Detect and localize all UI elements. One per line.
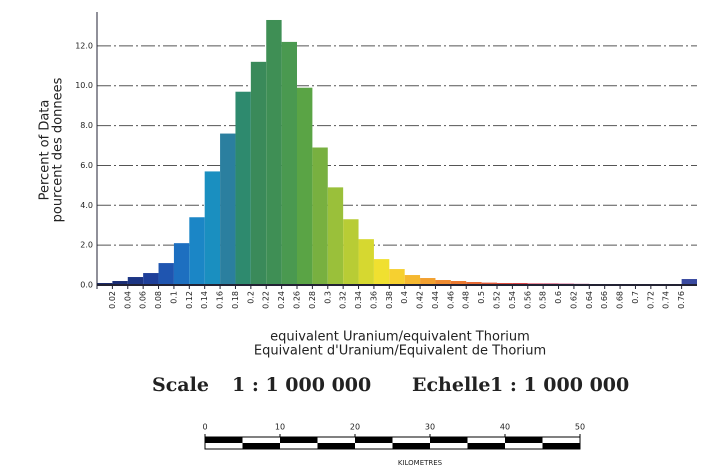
x-tick-label: 0.32 — [339, 291, 348, 309]
x-tick-label: 0.04 — [123, 291, 132, 309]
x-tick-label: 0.38 — [385, 291, 394, 309]
y-label: Percent of Data pourcent des donnees — [38, 77, 66, 222]
scale-bar-segment — [505, 437, 543, 443]
x-tick-label: 0.06 — [139, 291, 148, 309]
scale-tick-label: 10 — [275, 423, 285, 432]
bar — [466, 282, 482, 285]
x-tick-label: 0.76 — [677, 291, 686, 309]
x-tick-label: 0.02 — [108, 291, 117, 309]
x-tick-label: 0.7 — [631, 291, 640, 304]
x-tick-label: 0.62 — [569, 291, 578, 309]
x-tick-label: 0.48 — [462, 291, 471, 309]
bar — [389, 269, 405, 285]
scale-tick-label: 30 — [425, 423, 435, 432]
x-tick-label: 0.68 — [616, 291, 625, 309]
bar — [373, 259, 390, 285]
x-tick-label: 0.24 — [277, 291, 286, 309]
scale-tick-label: 40 — [500, 423, 510, 432]
scale-ratio: 1 : 1 000 000 — [490, 374, 629, 396]
bar — [235, 91, 251, 285]
bar — [189, 217, 205, 285]
x-tick-label: 0.54 — [508, 291, 517, 309]
bar — [312, 147, 328, 285]
bar — [143, 273, 159, 285]
x-tick-label: 0.12 — [185, 291, 194, 309]
scale-tick-label: 20 — [350, 423, 360, 432]
x-tick-label: 0.26 — [293, 291, 302, 309]
bar — [481, 282, 497, 285]
scale-ratio: 1 : 1 000 000 — [232, 374, 371, 396]
bar — [343, 219, 359, 285]
scale-bar-segment — [542, 443, 580, 449]
y-tick-label: 6.0 — [80, 161, 93, 170]
x-tick-label: 0.4 — [400, 291, 409, 304]
bar — [297, 87, 313, 285]
scale-bar-segment — [317, 443, 355, 449]
scale-bar-segment — [205, 437, 243, 443]
bar — [281, 41, 297, 286]
x-tick-label: 0.36 — [369, 291, 378, 309]
bar — [204, 171, 221, 285]
x-tick-label: 0.28 — [308, 291, 317, 309]
y-label-line: Percent of Data — [38, 100, 53, 201]
x-tick-label: 0.44 — [431, 291, 440, 309]
x-tick-label: 0.64 — [585, 291, 594, 309]
x-tick-label: 0.1 — [169, 291, 178, 304]
y-label-line: pourcent des donnees — [51, 77, 66, 222]
y-tick-label: 4.0 — [80, 201, 93, 210]
bar — [450, 281, 467, 285]
x-tick-label: 0.74 — [662, 291, 671, 309]
x-tick-label: 0.08 — [154, 291, 163, 309]
scale-tick-label: 0 — [202, 423, 207, 432]
y-tick-label: 12.0 — [75, 41, 93, 50]
x-tick-label: 0.46 — [446, 291, 455, 309]
x-tick-label: 0.58 — [539, 291, 548, 309]
bar — [420, 278, 436, 285]
bar — [435, 280, 451, 285]
x-tick-label: 0.56 — [523, 291, 532, 309]
x-label-line: Equivalent d'Uranium/Equivalent de Thori… — [254, 344, 546, 359]
x-tick-label: 0.22 — [262, 291, 271, 309]
x-tick-label: 0.52 — [493, 291, 502, 309]
scale-bar-segment — [280, 437, 318, 443]
bar — [127, 277, 144, 285]
scale-label: Scale — [152, 374, 209, 396]
scale-bar-segment — [430, 437, 468, 443]
x-tick-label: 0.34 — [354, 291, 363, 309]
bar — [173, 243, 190, 285]
bar — [112, 281, 128, 285]
y-tick-label: 2.0 — [80, 241, 93, 250]
y-tick-label: 0.0 — [80, 281, 93, 290]
y-tick-label: 8.0 — [80, 121, 93, 130]
bar — [250, 61, 267, 286]
bar — [158, 263, 174, 285]
bar — [327, 187, 344, 285]
scale-tick-label: 50 — [575, 423, 585, 432]
x-tick-label: 0.42 — [416, 291, 425, 309]
x-label-line: equivalent Uranium/equivalent Thorium — [270, 330, 530, 345]
scale-bar-segment — [467, 443, 505, 449]
x-tick-label: 0.72 — [646, 291, 655, 309]
x-tick-label: 0.14 — [200, 291, 209, 309]
scale-label: Echelle — [412, 374, 490, 396]
bar — [404, 275, 421, 285]
x-tick-label: 0.18 — [231, 291, 240, 309]
x-tick-label: 0.66 — [600, 291, 609, 309]
scale-bar-segment — [392, 443, 430, 449]
x-tick-label: 0.16 — [216, 291, 225, 309]
scale-unit: KILOMETRES — [398, 459, 443, 467]
bar — [681, 279, 697, 285]
bar — [358, 239, 374, 285]
scale-bar-segment — [242, 443, 280, 449]
y-tick-label: 10.0 — [75, 81, 93, 90]
x-tick-label: 0.2 — [246, 291, 255, 304]
bar — [220, 133, 236, 285]
x-tick-label: 0.5 — [477, 291, 486, 304]
scale-bar-segment — [355, 437, 393, 443]
x-tick-label: 0.3 — [323, 291, 332, 304]
bar — [266, 19, 282, 285]
x-tick-label: 0.6 — [554, 291, 563, 304]
